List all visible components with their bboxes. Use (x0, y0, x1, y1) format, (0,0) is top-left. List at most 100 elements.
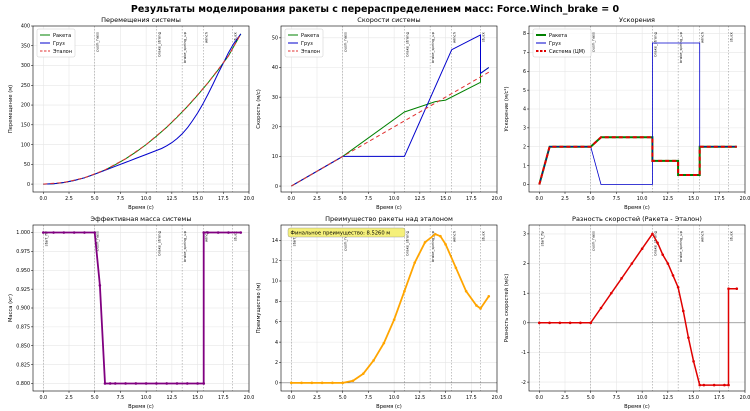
event-label: winch (204, 31, 209, 43)
legend-label: Ракета (301, 33, 319, 39)
x-tick-label: 12.5 (415, 395, 426, 401)
y-axis-label: Преимущество (м) (256, 283, 262, 334)
plot-frame (32, 25, 250, 193)
legend: Ракета Груз Система (ЦМ) (532, 28, 592, 58)
data-point (599, 306, 603, 310)
data-point (372, 359, 375, 362)
data-point (320, 381, 324, 385)
event-label: push_hass (343, 231, 348, 251)
y-tick-label: 10 (272, 279, 278, 285)
data-point (579, 321, 582, 325)
event-label: brake_spring_up (182, 31, 187, 63)
data-point (640, 247, 644, 251)
data-point (103, 382, 107, 385)
plot-frame (280, 224, 498, 392)
event-label: stuck (481, 31, 486, 42)
x-tick-label: 0.0 (535, 196, 543, 202)
data-point (671, 274, 675, 277)
x-tick-label: 2.5 (313, 395, 321, 401)
x-tick-label: 5.0 (587, 196, 595, 202)
data-point (568, 321, 572, 325)
y-tick-label: 0 (275, 184, 278, 190)
series-line-Эталон (43, 33, 242, 185)
data-point (52, 231, 55, 234)
y-tick-label: 7 (523, 50, 526, 56)
data-point (479, 307, 482, 310)
x-tick-label: 15.0 (688, 395, 699, 401)
event-label: winch (452, 31, 457, 43)
x-tick-label: 7.5 (613, 196, 621, 202)
legend-box (284, 28, 324, 58)
x-axis-label: Время (с) (624, 205, 650, 211)
event-label: brake_strong (156, 31, 161, 56)
data-point (698, 383, 702, 387)
series-line-Система (ЦМ) (538, 136, 737, 185)
data-point (72, 231, 76, 234)
data-point (124, 382, 127, 385)
x-tick-label: 5.0 (339, 196, 347, 202)
y-tick-label: 8 (275, 299, 278, 305)
y-tick-label: 0 (523, 182, 526, 188)
data-point (310, 381, 314, 385)
x-tick-label: 20.0 (740, 395, 750, 401)
x-axis-label: Время (с) (128, 205, 154, 211)
plot-frame (528, 224, 746, 392)
series-group (43, 33, 242, 185)
plot-frame (32, 224, 250, 392)
x-tick-label: 10.0 (141, 395, 152, 401)
event-label: brake_spring_up (678, 230, 683, 262)
data-point (537, 321, 541, 325)
event-label: brake_strong (404, 31, 409, 56)
series-group (41, 231, 243, 385)
x-tick-label: 12.5 (167, 196, 178, 202)
event-label: brake_strong (404, 230, 409, 255)
y-tick-label: 200 (21, 103, 30, 109)
chart-panel-5: Преимущество ракеты над эталоном Время (с… (256, 215, 502, 410)
series-group (291, 34, 490, 187)
data-point (692, 360, 695, 363)
y-tick-label: 0 (27, 182, 30, 188)
data-point (735, 287, 739, 291)
series-group (289, 232, 491, 385)
x-tick-label: 5.0 (91, 395, 99, 401)
x-tick-label: 17.5 (714, 395, 725, 401)
y-tick-label: 50 (272, 36, 278, 42)
x-tick-label: 7.5 (365, 196, 373, 202)
series-line-Преимущество (291, 233, 490, 384)
event-label: stuck (233, 230, 238, 241)
y-tick-label: 0.975 (16, 249, 30, 255)
legend-label: Система (ЦМ) (549, 49, 585, 55)
data-point (239, 231, 243, 234)
plot-frame (528, 25, 746, 193)
y-tick-label: 2 (275, 360, 278, 366)
y-tick-label: 0.875 (16, 325, 30, 331)
x-tick-label: 7.5 (365, 395, 373, 401)
data-point (331, 381, 334, 385)
event-label: stuck (233, 31, 238, 42)
plot-frame (280, 25, 498, 193)
event-label: brake_strong (156, 230, 161, 255)
event-label: push_hass (343, 32, 348, 52)
y-tick-label: -2 (521, 380, 526, 386)
y-tick-label: 30 (272, 95, 278, 101)
data-point (444, 243, 447, 246)
chart-title: Перемещения системы (101, 16, 181, 24)
y-tick-label: 0.925 (16, 287, 30, 293)
data-point (630, 262, 634, 265)
x-tick-label: 20.0 (740, 196, 750, 202)
event-label: start_fly (539, 230, 544, 246)
x-axis-label: Время (с) (624, 404, 650, 410)
y-tick-label: 300 (21, 63, 30, 69)
final-advantage-annotation: Финальное преимущество: 8.5260 м (287, 227, 406, 238)
y-tick-label: 0.950 (16, 268, 30, 274)
event-label: push_hass (95, 231, 100, 251)
legend-label: Груз (301, 41, 313, 47)
chart-panel-4: Эффективная масса системы Время (с) Масса … (8, 215, 254, 410)
legend-label: Груз (549, 41, 561, 47)
series-line-Груз (291, 34, 490, 187)
data-point (175, 382, 179, 385)
data-point (227, 231, 230, 234)
y-tick-label: 350 (21, 43, 30, 49)
data-point (93, 231, 97, 234)
data-point (41, 231, 45, 234)
